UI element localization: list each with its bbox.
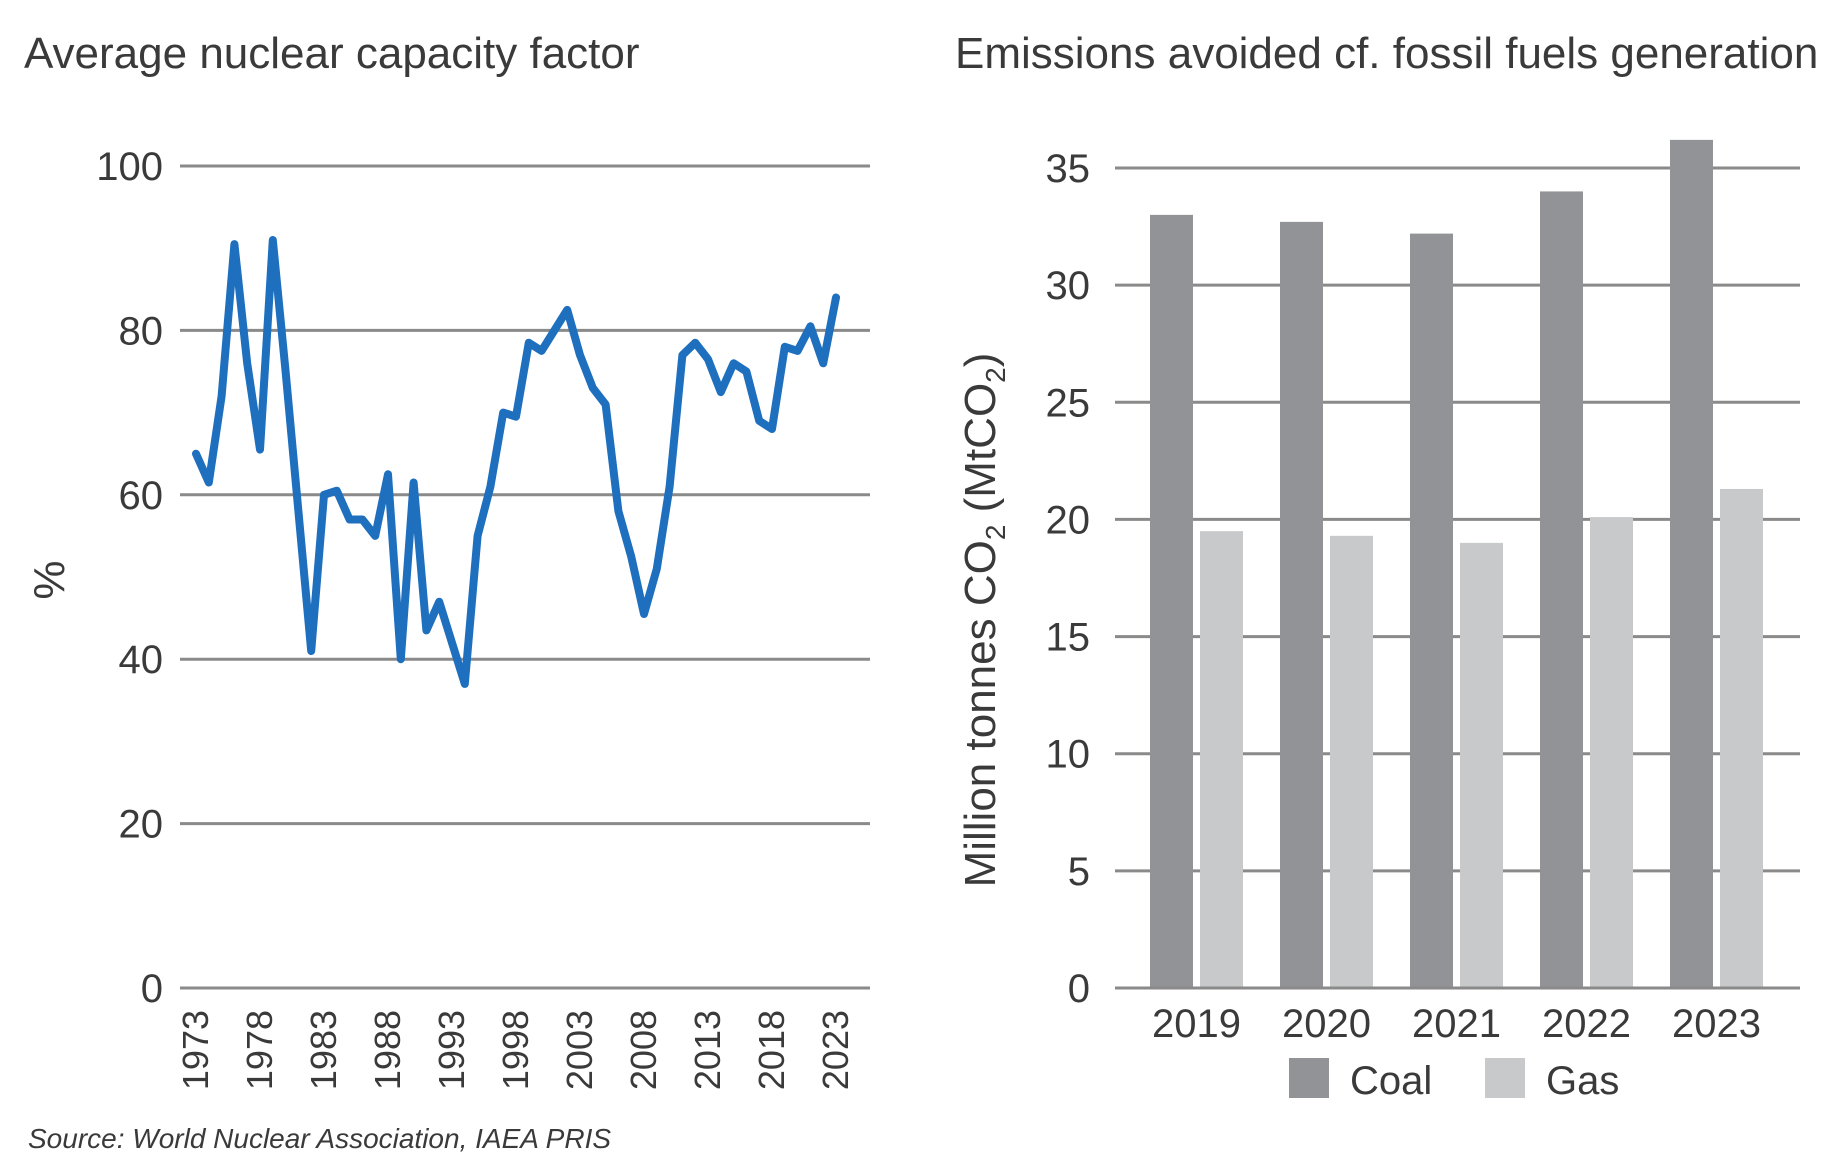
emissions-avoided-chart: Emissions avoided cf. fossil fuels gener… <box>955 29 1818 1103</box>
bar-gas-2020 <box>1330 535 1373 988</box>
left-x-tick-label: 2013 <box>687 1010 728 1090</box>
bar-gas-2023 <box>1720 488 1763 988</box>
right-bars <box>1115 139 1800 990</box>
right-x-tick-label: 2020 <box>1282 1002 1371 1046</box>
left-chart-title: Average nuclear capacity factor <box>24 29 640 78</box>
left-gridlines <box>180 164 870 990</box>
left-y-tick-label: 20 <box>119 803 164 847</box>
left-y-tick-label: 40 <box>119 638 164 682</box>
bar-gas-2021 <box>1460 542 1503 988</box>
right-y-tick-label: 10 <box>1046 733 1091 777</box>
legend-label-coal: Coal <box>1350 1059 1432 1103</box>
left-y-tick-label: 60 <box>119 474 164 518</box>
right-y-axis-label: Million tonnes CO2 (MtCO2) <box>956 353 1011 888</box>
right-y-tick-label: 25 <box>1046 381 1091 425</box>
legend-swatch-coal <box>1289 1058 1329 1098</box>
left-y-tick-label: 0 <box>141 967 163 1011</box>
bar-coal-2021 <box>1410 233 1453 989</box>
source-note: Source: World Nuclear Association, IAEA … <box>28 1123 611 1154</box>
right-y-tick-label: 20 <box>1046 498 1091 542</box>
left-x-tick-label: 2003 <box>559 1010 600 1090</box>
right-y-tick-label: 0 <box>1068 967 1090 1011</box>
bar-coal-2019 <box>1150 214 1193 988</box>
right-y-tick-label: 35 <box>1046 147 1091 191</box>
legend-label-gas: Gas <box>1546 1059 1619 1103</box>
right-y-tick-label: 30 <box>1046 264 1091 308</box>
right-x-ticks: 2019 2020 2021 2022 2023 <box>1152 1002 1761 1046</box>
left-y-ticks: 0 20 40 60 80 100 <box>96 145 163 1011</box>
left-x-tick-label: 1973 <box>175 1010 216 1090</box>
left-x-ticks: 1973 1978 1983 1988 1993 1998 2003 2008 2013 2018… <box>175 1010 856 1090</box>
bar-coal-2022 <box>1540 191 1583 988</box>
right-x-tick-label: 2023 <box>1672 1002 1761 1046</box>
capacity-factor-line <box>192 236 840 688</box>
bar-coal-2023 <box>1670 139 1713 988</box>
right-x-tick-label: 2021 <box>1412 1002 1501 1046</box>
bar-coal-2020 <box>1280 221 1323 988</box>
left-x-tick-label: 1978 <box>239 1010 280 1090</box>
left-x-tick-label: 1988 <box>367 1010 408 1090</box>
right-y-tick-label: 15 <box>1046 616 1091 660</box>
legend: Coal Gas <box>1289 1058 1619 1103</box>
right-chart-title: Emissions avoided cf. fossil fuels gener… <box>955 29 1818 78</box>
right-y-ticks: 0 5 10 15 20 25 30 35 <box>1046 147 1091 1011</box>
bar-gas-2019 <box>1200 531 1243 988</box>
left-x-tick-label: 2018 <box>751 1010 792 1090</box>
left-x-tick-label: 1983 <box>303 1010 344 1090</box>
left-x-tick-label: 1993 <box>431 1010 472 1090</box>
left-y-axis-label: % <box>25 560 74 599</box>
left-y-tick-label: 80 <box>119 309 164 353</box>
bar-gas-2022 <box>1590 517 1633 988</box>
left-x-tick-label: 2008 <box>623 1010 664 1090</box>
left-y-tick-label: 100 <box>96 145 163 189</box>
legend-swatch-gas <box>1485 1058 1525 1098</box>
right-y-tick-label: 5 <box>1068 850 1090 894</box>
right-x-tick-label: 2019 <box>1152 1002 1241 1046</box>
right-x-tick-label: 2022 <box>1542 1002 1631 1046</box>
left-x-tick-label: 1998 <box>495 1010 536 1090</box>
left-x-tick-label: 2023 <box>815 1010 856 1090</box>
capacity-factor-chart: Average nuclear capacity factor 0 20 40 60 8… <box>24 29 870 1090</box>
